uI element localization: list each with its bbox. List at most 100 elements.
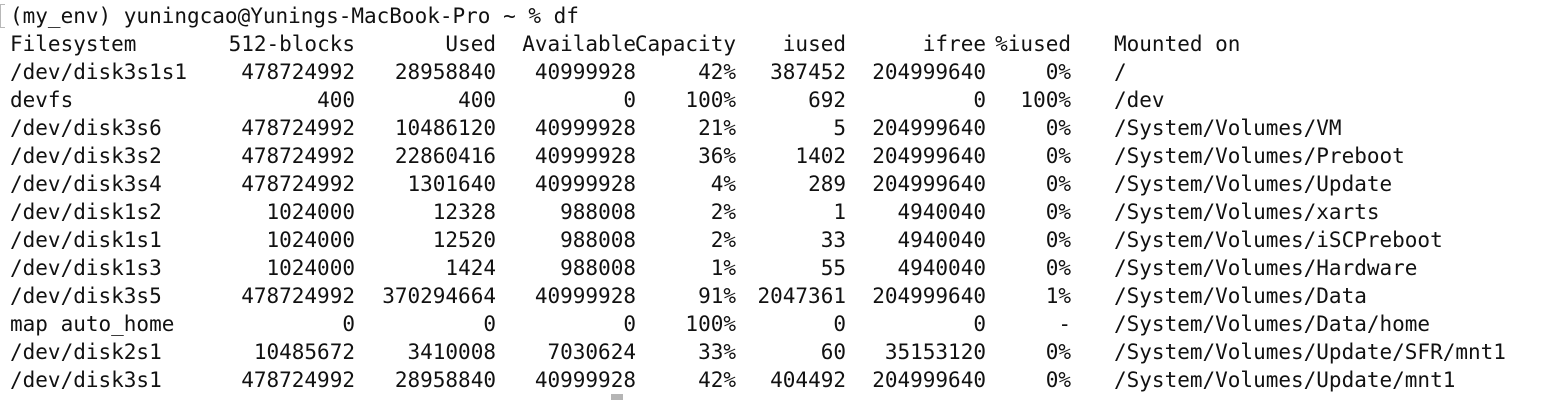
cell-blocks: 10485672 [253,340,355,364]
cell-mounted: /System/Volumes/Update [1114,172,1393,196]
cell-capacity: 4% [710,172,736,196]
cell-filesystem: map auto_home [10,312,175,336]
cell-available: 40999928 [534,172,636,196]
cell-piused: 1% [1045,284,1071,308]
cell-capacity: 33% [698,340,736,364]
cell-iused: 60 [820,340,846,364]
cell-iused: 5 [833,116,846,140]
header-ifree: ifree [922,32,986,56]
cell-blocks: 478724992 [241,144,355,168]
text-cursor [611,394,623,400]
cell-blocks: 478724992 [241,284,355,308]
cell-used: 12328 [432,200,496,224]
cell-capacity: 42% [698,368,736,392]
cell-capacity: 42% [698,60,736,84]
cell-iused: 0 [833,312,846,336]
cell-iused: 2047361 [757,284,846,308]
cell-used: 12520 [432,228,496,252]
header-capacity: Capacity [634,32,736,56]
cell-ifree: 0 [973,88,986,112]
cell-blocks: 1024000 [266,256,355,280]
cell-ifree: 204999640 [872,172,986,196]
cell-mounted: /System/Volumes/VM [1114,116,1342,140]
cell-mounted: /System/Volumes/iSCPreboot [1114,228,1443,252]
cell-mounted: /System/Volumes/Preboot [1114,144,1405,168]
header-available: Available [522,32,636,56]
cell-used: 3410008 [407,340,496,364]
cell-available: 40999928 [534,284,636,308]
cell-capacity: 100% [685,88,736,112]
cell-ifree: 35153120 [884,340,986,364]
cell-available: 40999928 [534,60,636,84]
cell-blocks: 478724992 [241,116,355,140]
cell-filesystem: /dev/disk1s2 [10,200,162,224]
cell-piused: 0% [1045,116,1071,140]
cell-filesystem: /dev/disk3s1s1 [10,60,188,84]
cell-mounted: /System/Volumes/Data [1114,284,1367,308]
cell-blocks: 1024000 [266,200,355,224]
cell-piused: 100% [1020,88,1071,112]
cell-blocks: 1024000 [266,228,355,252]
cell-blocks: 478724992 [241,172,355,196]
cell-piused: 0% [1045,144,1071,168]
cell-piused: 0% [1045,256,1071,280]
cell-filesystem: /dev/disk3s1 [10,368,162,392]
cell-used: 28958840 [394,60,496,84]
cell-iused: 404492 [770,368,846,392]
header-piused: %iused [995,32,1071,56]
cell-available: 988008 [560,228,636,252]
cell-ifree: 4940040 [897,228,986,252]
cell-mounted: /System/Volumes/Hardware [1114,256,1418,280]
cell-ifree: 0 [973,312,986,336]
cell-iused: 692 [808,88,846,112]
cell-used: 22860416 [394,144,496,168]
cell-available: 988008 [560,200,636,224]
cell-blocks: 478724992 [241,368,355,392]
cell-available: 40999928 [534,144,636,168]
cell-used: 10486120 [394,116,496,140]
cell-used: 1301640 [407,172,496,196]
cell-blocks: 478724992 [241,60,355,84]
header-used: Used [445,32,496,56]
cell-used: 0 [483,312,496,336]
cell-piused: 0% [1045,228,1071,252]
cell-available: 40999928 [534,368,636,392]
cell-mounted: /System/Volumes/Update/mnt1 [1114,368,1456,392]
cell-filesystem: /dev/disk3s6 [10,116,162,140]
cell-capacity: 21% [698,116,736,140]
cell-piused: 0% [1045,60,1071,84]
cell-piused: 0% [1045,368,1071,392]
cell-iused: 289 [808,172,846,196]
cell-iused: 55 [820,256,846,280]
cell-used: 28958840 [394,368,496,392]
header-iused: iused [782,32,846,56]
cell-ifree: 204999640 [872,144,986,168]
prompt-mark-bracket [0,4,5,28]
cell-iused: 387452 [770,60,846,84]
cell-filesystem: /dev/disk3s4 [10,172,162,196]
cell-filesystem: /dev/disk2s1 [10,340,162,364]
cell-mounted: /System/Volumes/Data/home [1114,312,1431,336]
cell-ifree: 4940040 [897,256,986,280]
cell-mounted: /System/Volumes/Update/SFR/mnt1 [1114,340,1506,364]
cell-capacity: 36% [698,144,736,168]
cell-capacity: 100% [685,312,736,336]
header-blocks: 512-blocks [228,32,355,56]
cell-filesystem: /dev/disk3s5 [10,284,162,308]
cell-used: 400 [458,88,496,112]
cell-ifree: 204999640 [872,368,986,392]
header-filesystem: Filesystem [10,32,137,56]
cell-piused: - [1058,312,1071,336]
cell-capacity: 2% [710,200,736,224]
cell-used: 370294664 [382,284,496,308]
command-prompt: (my_env) yuningcao@Yunings-MacBook-Pro ~… [10,4,579,28]
cell-capacity: 91% [698,284,736,308]
cell-ifree: 204999640 [872,284,986,308]
cell-available: 988008 [560,256,636,280]
header-mounted-on: Mounted on [1114,32,1241,56]
cell-piused: 0% [1045,340,1071,364]
cell-piused: 0% [1045,200,1071,224]
cell-piused: 0% [1045,172,1071,196]
cell-available: 0 [623,88,636,112]
